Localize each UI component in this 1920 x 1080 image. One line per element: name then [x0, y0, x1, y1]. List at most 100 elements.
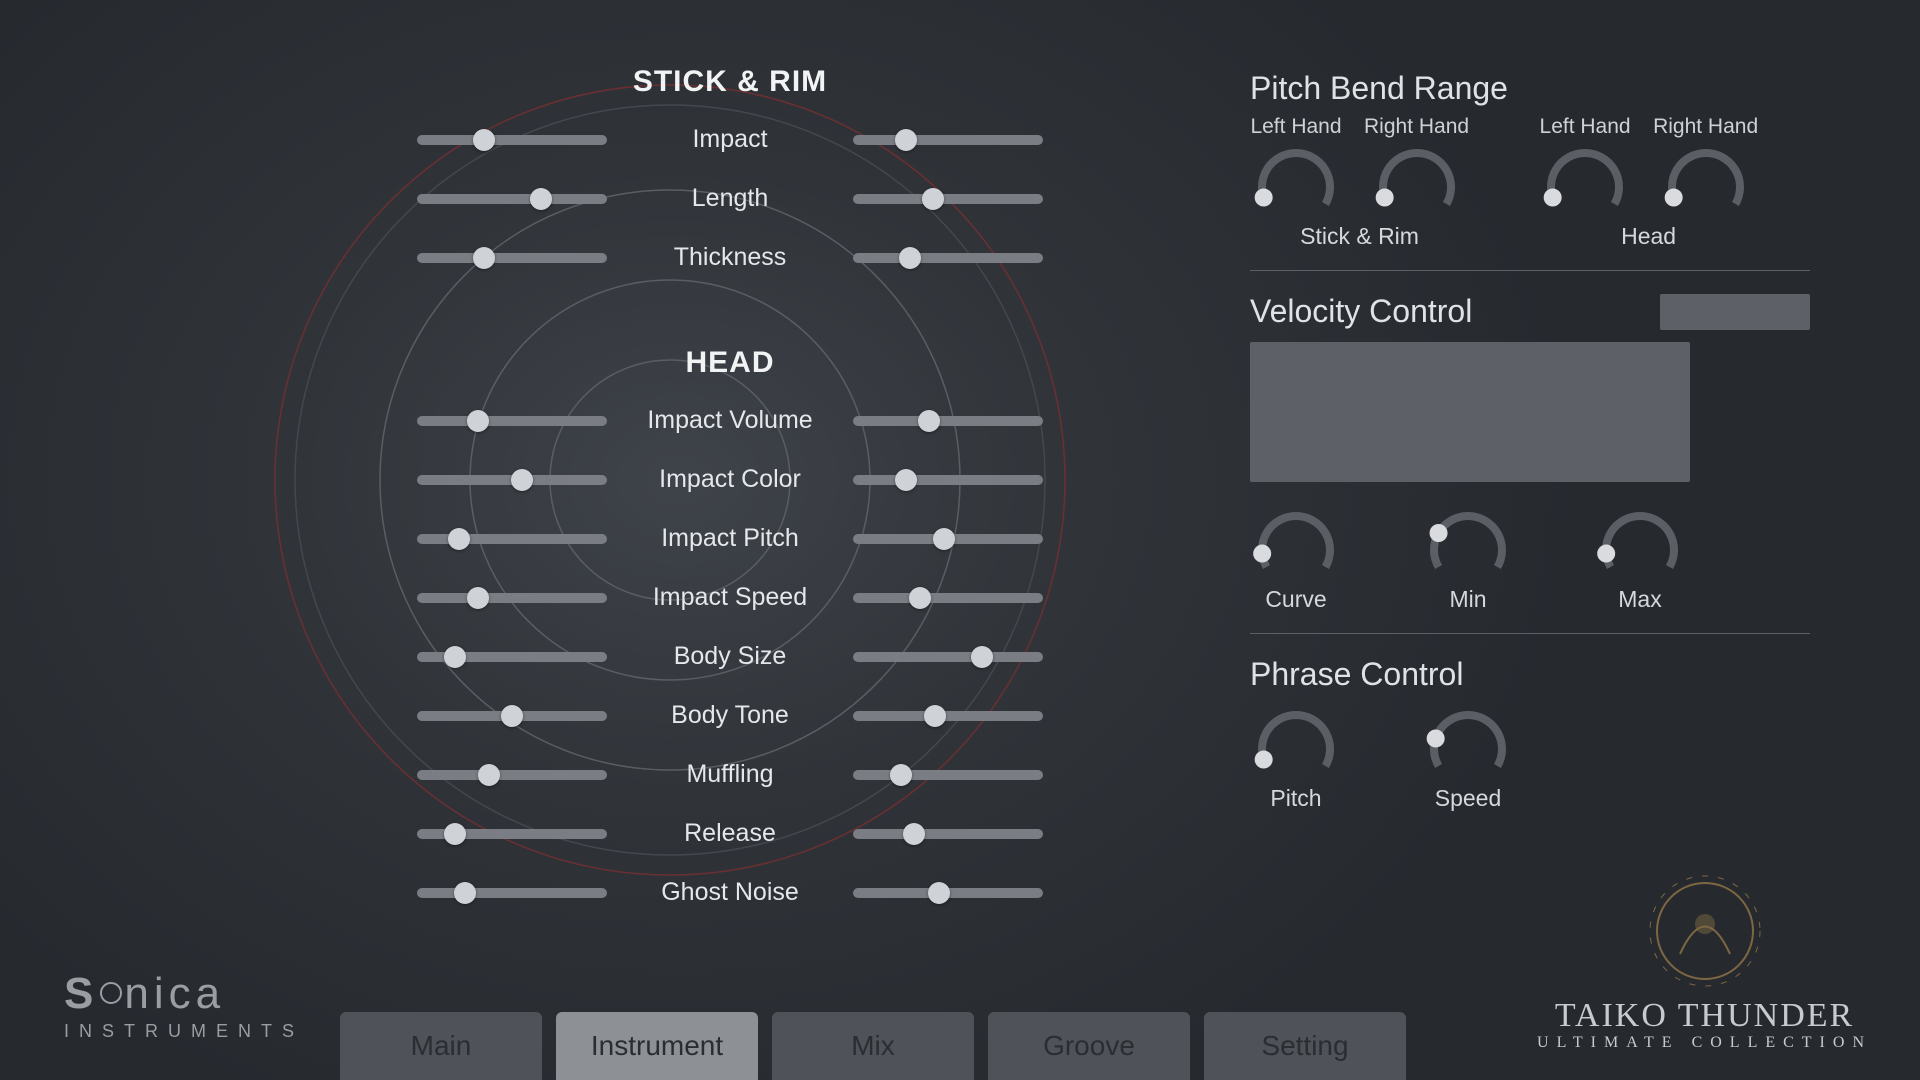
tab-setting[interactable]: Setting — [1204, 1012, 1406, 1080]
ghost-noise-left-slider[interactable] — [417, 888, 607, 898]
knob-group-phrase-speed: Speed — [1422, 707, 1514, 812]
product-logo-ornament-icon — [1630, 869, 1780, 989]
knob-label: Curve — [1265, 586, 1326, 613]
velocity-min-knob[interactable] — [1422, 508, 1514, 580]
param-row-impact-color: Impact Color — [400, 465, 1060, 494]
velocity-max-knob[interactable] — [1594, 508, 1686, 580]
impact-volume-right-slider[interactable] — [853, 416, 1043, 426]
impact-color-right-slider[interactable] — [853, 475, 1043, 485]
impact-speed-left-slider[interactable] — [417, 593, 607, 603]
thickness-left-slider[interactable] — [417, 253, 607, 263]
muffling-right-slider[interactable] — [853, 770, 1043, 780]
param-label: Ghost Noise — [635, 878, 825, 907]
param-row-impact: Impact — [400, 125, 1060, 154]
impact-right-slider[interactable] — [853, 135, 1043, 145]
body-tone-right-slider[interactable] — [853, 711, 1043, 721]
phrase-heading: Phrase Control — [1250, 656, 1810, 693]
body-size-left-slider[interactable] — [417, 652, 607, 662]
divider — [1250, 270, 1810, 271]
tab-groove[interactable]: Groove — [988, 1012, 1190, 1080]
stick-rim-left-hand-knob[interactable] — [1250, 145, 1342, 217]
knob-group-head-right-hand: Right Hand — [1653, 115, 1758, 217]
knob-group-phrase-pitch: Pitch — [1250, 707, 1342, 812]
ghost-noise-right-slider[interactable] — [853, 888, 1043, 898]
muffling-left-slider[interactable] — [417, 770, 607, 780]
product-logo-title: TAIKO THUNDER — [1537, 998, 1872, 1034]
knob-label: Pitch — [1270, 785, 1321, 812]
knob-group-stick-rim-right-hand: Right Hand — [1364, 115, 1469, 217]
param-label: Body Tone — [635, 701, 825, 730]
knob-label: Min — [1449, 586, 1486, 613]
param-row-impact-speed: Impact Speed — [400, 583, 1060, 612]
pitchbend-group-0: Left Hand Right Hand Stick & Rim — [1250, 115, 1469, 250]
stick-rim-right-hand-knob[interactable] — [1371, 145, 1463, 217]
section-title: HEAD — [400, 346, 1060, 380]
velocity-control-section: Velocity Control Curve Min Max — [1250, 293, 1810, 613]
knob-bottom-label: Head — [1621, 223, 1676, 250]
param-row-ghost-noise: Ghost Noise — [400, 878, 1060, 907]
body-tone-left-slider[interactable] — [417, 711, 607, 721]
knob-group-stick-rim-left-hand: Left Hand — [1250, 115, 1342, 217]
thickness-right-slider[interactable] — [853, 253, 1043, 263]
velocity-mode-selector[interactable] — [1660, 294, 1810, 330]
param-row-body-size: Body Size — [400, 642, 1060, 671]
knob-group-velocity-curve: Curve — [1250, 508, 1342, 613]
instrument-params-panel: STICK & RIM Impact Length Thickness HEAD… — [400, 65, 1060, 937]
knob-top-label: Left Hand — [1540, 115, 1631, 139]
vendor-logo-o-icon — [100, 982, 122, 1004]
tab-main[interactable]: Main — [340, 1012, 542, 1080]
velocity-heading: Velocity Control — [1250, 293, 1472, 330]
param-row-body-tone: Body Tone — [400, 701, 1060, 730]
param-row-length: Length — [400, 184, 1060, 213]
knob-label: Max — [1618, 586, 1661, 613]
vendor-logo-subtext: INSTRUMENTS — [64, 1021, 304, 1042]
impact-speed-right-slider[interactable] — [853, 593, 1043, 603]
length-right-slider[interactable] — [853, 194, 1043, 204]
phrase-pitch-knob[interactable] — [1250, 707, 1342, 779]
release-left-slider[interactable] — [417, 829, 607, 839]
param-row-thickness: Thickness — [400, 243, 1060, 272]
knob-group-velocity-min: Min — [1422, 508, 1514, 613]
release-right-slider[interactable] — [853, 829, 1043, 839]
param-label: Release — [635, 819, 825, 848]
impact-pitch-left-slider[interactable] — [417, 534, 607, 544]
phrase-control-section: Phrase Control Pitch Speed — [1250, 656, 1810, 812]
knob-group-head-left-hand: Left Hand — [1539, 115, 1631, 217]
tab-bar: MainInstrumentMixGrooveSetting — [340, 1012, 1406, 1080]
param-label: Impact Speed — [635, 583, 825, 612]
param-label: Impact Volume — [635, 406, 825, 435]
param-label: Length — [635, 184, 825, 213]
section-title: STICK & RIM — [400, 65, 1060, 99]
body-size-right-slider[interactable] — [853, 652, 1043, 662]
vendor-logo-text: nica — [124, 969, 225, 1018]
pitch-bend-section: Pitch Bend Range Left Hand Right Hand St… — [1250, 70, 1810, 250]
tab-instrument[interactable]: Instrument — [556, 1012, 758, 1080]
knob-bottom-label: Stick & Rim — [1300, 223, 1419, 250]
param-row-impact-pitch: Impact Pitch — [400, 524, 1060, 553]
head-right-hand-knob[interactable] — [1660, 145, 1752, 217]
length-left-slider[interactable] — [417, 194, 607, 204]
knob-label: Speed — [1435, 785, 1502, 812]
knob-top-label: Left Hand — [1250, 115, 1341, 139]
head-left-hand-knob[interactable] — [1539, 145, 1631, 217]
velocity-curve-graph[interactable] — [1250, 342, 1690, 482]
param-row-muffling: Muffling — [400, 760, 1060, 789]
impact-pitch-right-slider[interactable] — [853, 534, 1043, 544]
impact-color-left-slider[interactable] — [417, 475, 607, 485]
param-row-impact-volume: Impact Volume — [400, 406, 1060, 435]
impact-left-slider[interactable] — [417, 135, 607, 145]
pitchbend-group-1: Left Hand Right Hand Head — [1539, 115, 1758, 250]
knob-top-label: Right Hand — [1653, 115, 1758, 139]
velocity-curve-knob[interactable] — [1250, 508, 1342, 580]
param-label: Body Size — [635, 642, 825, 671]
knob-group-velocity-max: Max — [1594, 508, 1686, 613]
divider — [1250, 633, 1810, 634]
param-label: Impact — [635, 125, 825, 154]
tab-mix[interactable]: Mix — [772, 1012, 974, 1080]
pitch-bend-heading: Pitch Bend Range — [1250, 70, 1810, 107]
vendor-logo-text: S — [64, 969, 98, 1018]
phrase-speed-knob[interactable] — [1422, 707, 1514, 779]
impact-volume-left-slider[interactable] — [417, 416, 607, 426]
param-label: Impact Color — [635, 465, 825, 494]
param-label: Impact Pitch — [635, 524, 825, 553]
